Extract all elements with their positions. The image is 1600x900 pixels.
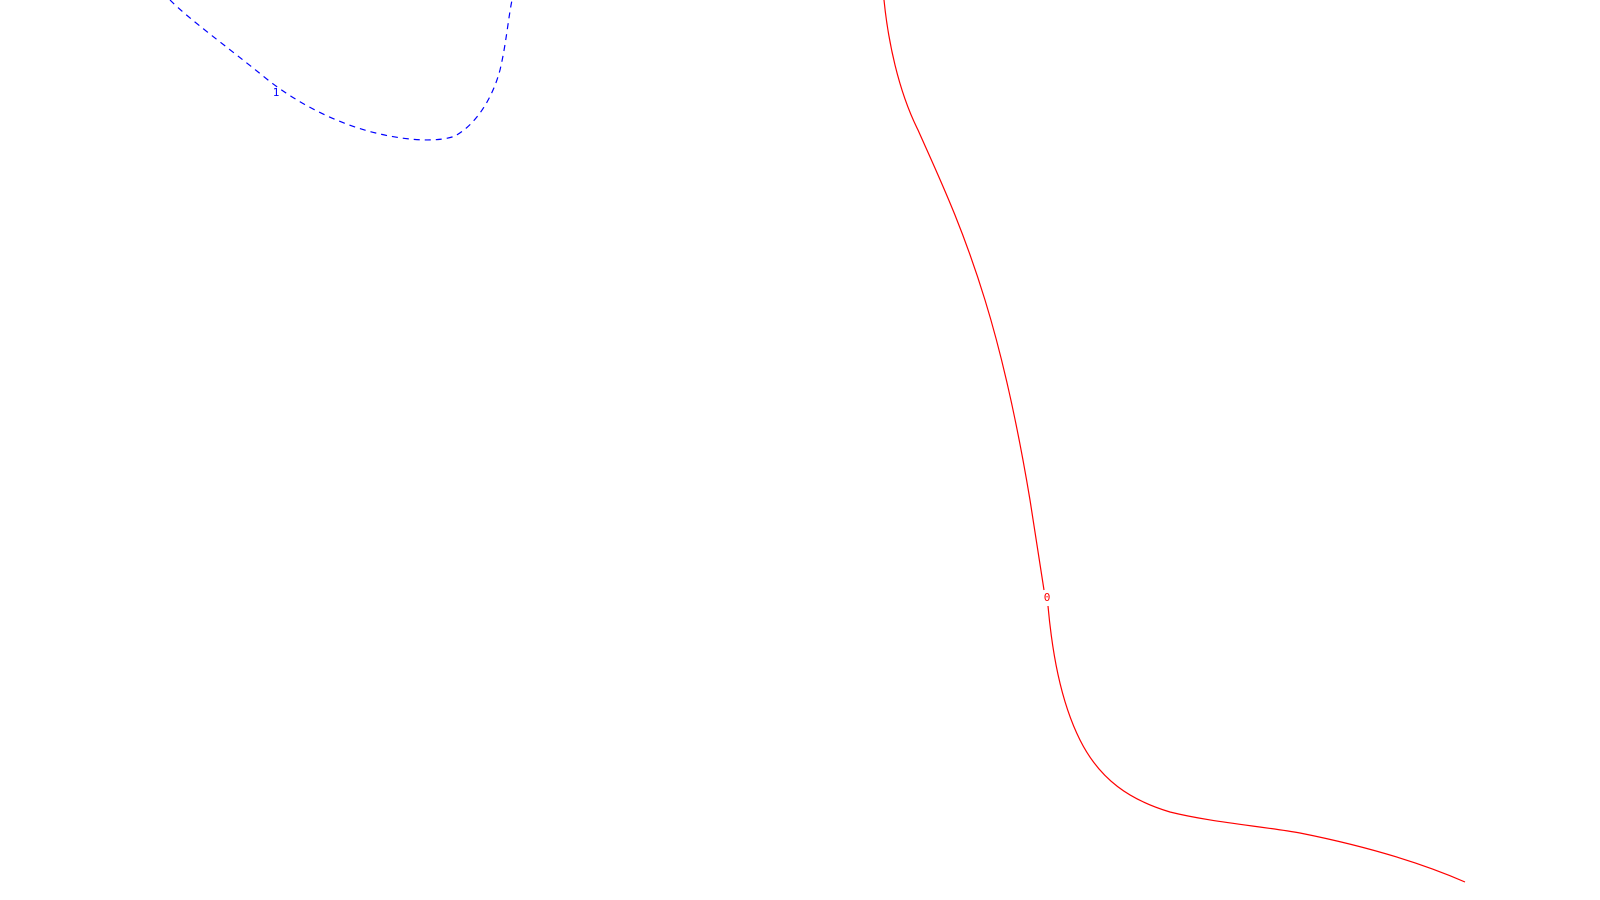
contour-label-level-1: 1 <box>273 86 280 99</box>
contour-line-level-0-upper <box>883 0 1045 591</box>
contour-line-level-0-lower <box>1047 605 1466 883</box>
contour-line-level-1 <box>169 0 513 141</box>
contour-label-level-0: 0 <box>1044 591 1051 604</box>
